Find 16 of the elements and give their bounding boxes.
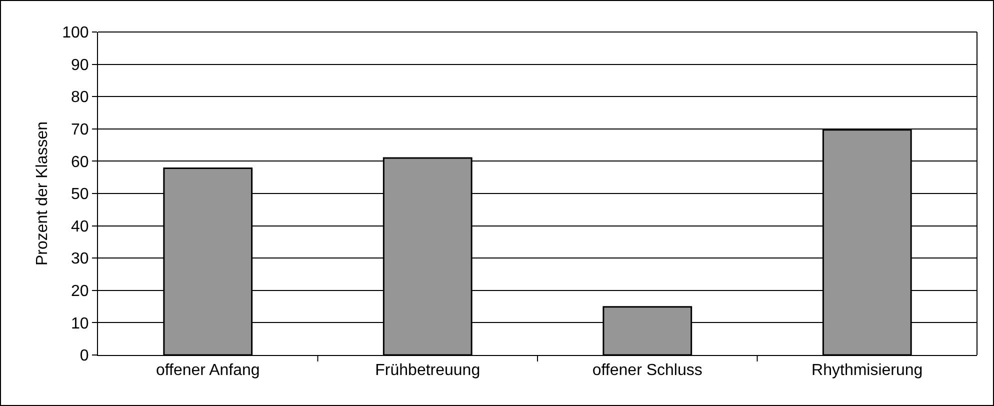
y-tick-label: 30 [71,250,89,268]
y-tick-label: 100 [62,24,89,42]
y-tick-label: 50 [71,186,89,204]
y-tick-label: 70 [71,122,89,138]
x-tick-label: offener Anfang [156,362,260,380]
y-axis-title: Prozent der Klassen [34,121,51,266]
y-tick-label: 90 [71,56,89,74]
y-tick-label: 40 [71,218,89,236]
y-tick-label: 0 [80,348,89,365]
x-tick-label: offener Schluss [592,362,702,380]
y-tick-label: 10 [71,315,89,332]
x-tick-label: Frühbetreuung [375,362,480,380]
y-tick-label: 80 [71,89,89,106]
x-tick-label: Rhythmisierung [812,362,923,380]
y-tick-label: 60 [71,154,89,171]
y-tick-label: 20 [71,283,89,300]
